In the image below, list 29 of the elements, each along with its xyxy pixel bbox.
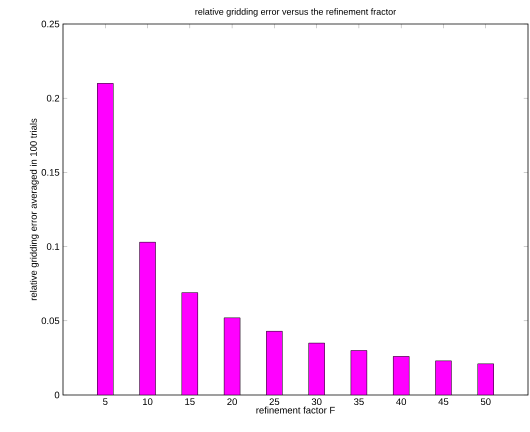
bar — [477, 364, 494, 395]
x-tick-label: 35 — [354, 398, 364, 406]
y-tick-label: 0.15 — [42, 169, 60, 176]
y-tick-label: 0 — [54, 392, 60, 398]
x-axis-title: refinement factor F — [256, 406, 335, 414]
bar — [308, 342, 325, 395]
bar — [392, 356, 410, 395]
bar — [182, 292, 198, 395]
y-tick-label: 0.2 — [46, 94, 60, 102]
bar — [266, 330, 283, 395]
x-tick-label: 50 — [480, 398, 491, 406]
x-tick-label: 20 — [227, 398, 237, 406]
bar — [139, 242, 156, 395]
x-tick-label: 25 — [270, 398, 280, 406]
chart-title: relative gridding error versus the refinement fractor — [195, 8, 396, 17]
x-tick-label: 30 — [312, 398, 322, 406]
bar — [97, 83, 114, 395]
bar — [350, 350, 368, 395]
y-axis-title: relative gridding error averaged in 100 trials — [30, 118, 39, 300]
y-tick-label: 0.25 — [42, 20, 60, 28]
x-tick-label: 10 — [143, 398, 152, 406]
bar — [435, 360, 452, 395]
x-tick-label: 5 — [103, 398, 108, 405]
x-tick-label: 15 — [185, 398, 195, 405]
x-tick-label: 45 — [438, 398, 448, 405]
x-tick-label: 40 — [396, 398, 406, 406]
bar — [224, 318, 240, 395]
y-tick-label: 0.1 — [46, 243, 60, 250]
y-tick-label: 0.05 — [42, 317, 60, 324]
